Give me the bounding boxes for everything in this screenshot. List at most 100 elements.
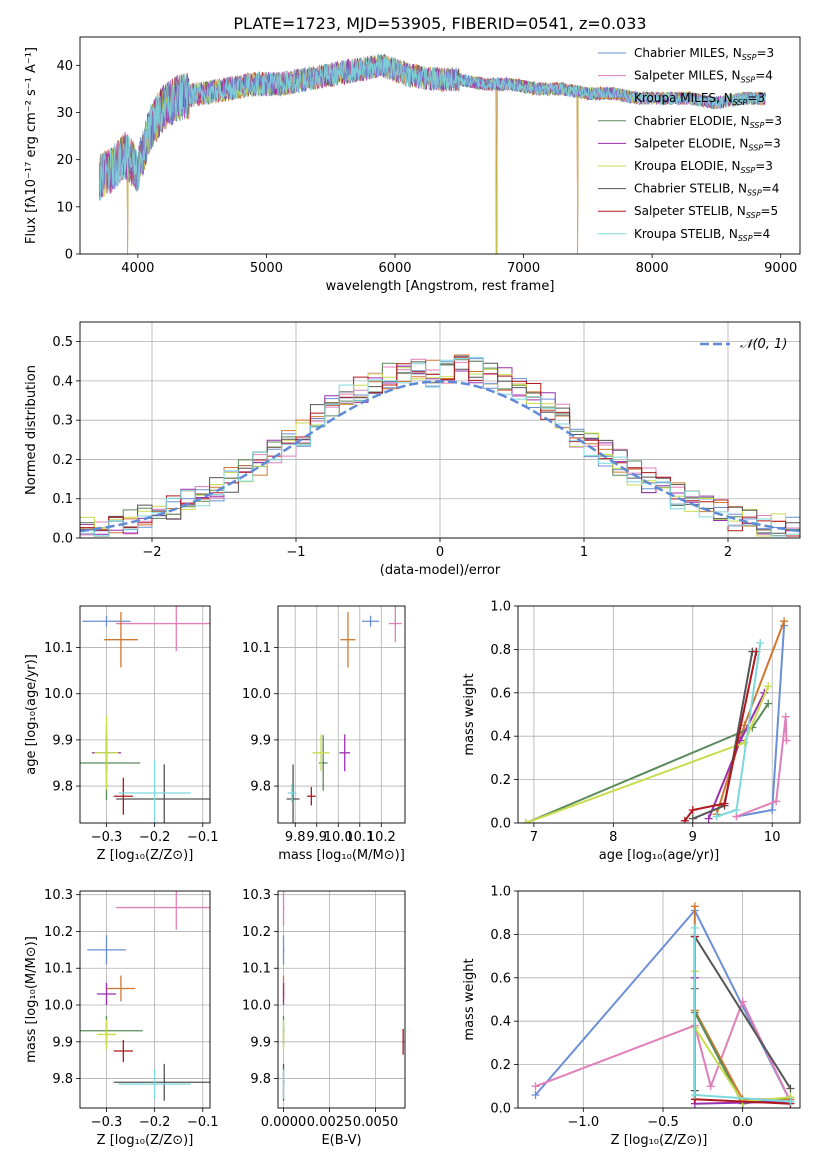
panel-age-vs-Z: −0.3 −0.2 −0.1 9.8 9.9 10.0 10.1 Z [log₁₀(Z/Z⊙)… bbox=[24, 605, 219, 863]
y-tick-label: 10.0 bbox=[44, 999, 73, 1014]
x-tick-label: 2 bbox=[724, 545, 732, 560]
marker bbox=[690, 902, 699, 911]
x-tick-label: 0.0 bbox=[732, 1115, 753, 1130]
legend-label: Salpeter STELIB, NSSP=5 bbox=[634, 204, 778, 220]
y-tick-label: 20 bbox=[56, 153, 73, 168]
y-tick-label: 0.0 bbox=[490, 817, 511, 832]
x-tick-label: −0.1 bbox=[187, 1115, 219, 1130]
x-tick-label: −0.3 bbox=[91, 1115, 123, 1130]
legend-label: Kroupa STELIB, NSSP=4 bbox=[634, 227, 770, 243]
y-tick-label: 0.1 bbox=[52, 492, 73, 507]
x-axis-label: Z [log₁₀(Z/Z⊙)] bbox=[611, 1133, 708, 1148]
y-tick-label: 0.6 bbox=[490, 686, 511, 701]
mass-weight-line bbox=[736, 716, 788, 818]
marker bbox=[706, 1082, 715, 1091]
x-axis-label: wavelength [Angstrom, rest frame] bbox=[326, 279, 555, 294]
y-tick-label: 10.2 bbox=[242, 925, 271, 940]
marker bbox=[738, 997, 747, 1006]
marker bbox=[782, 736, 791, 745]
panel-spectrum: 4000 5000 6000 7000 8000 9000 0 10 20 30 40 wavelen… bbox=[24, 36, 801, 294]
x-tick-label: 0.0050 bbox=[353, 1115, 399, 1130]
plot-area bbox=[80, 891, 210, 1101]
x-axis-label: E(B-V) bbox=[321, 1133, 361, 1148]
x-axis-label: Z [log₁₀(Z/Z⊙)] bbox=[97, 848, 194, 863]
marker bbox=[531, 1090, 540, 1099]
marker bbox=[786, 1084, 795, 1093]
y-axis-label: mass [log₁₀(M/M⊙)] bbox=[24, 936, 39, 1063]
y-tick-label: 9.8 bbox=[250, 780, 271, 795]
marker bbox=[521, 819, 530, 823]
legend-label: Chabrier ELODIE, NSSP=3 bbox=[634, 114, 782, 130]
x-tick-label: 10.2 bbox=[367, 830, 396, 845]
y-tick-label: 0.4 bbox=[52, 374, 73, 389]
x-tick-label: 7 bbox=[530, 830, 538, 845]
x-tick-label: −0.5 bbox=[647, 1115, 679, 1130]
axes-frame bbox=[517, 890, 801, 1109]
marker bbox=[712, 812, 721, 821]
y-tick-label: 9.9 bbox=[52, 733, 73, 748]
x-axis-label: age [log₁₀(age/yr)] bbox=[599, 848, 720, 863]
marker bbox=[780, 617, 789, 626]
plot-area bbox=[521, 617, 791, 823]
x-tick-label: 10.0 bbox=[324, 830, 353, 845]
y-axis-label: age [log₁₀(age/yr)] bbox=[24, 654, 39, 775]
panel-mass-vs-Z: −0.3 −0.2 −0.1 9.8 9.9 10.0 10.1 10.2 10.3 Z [log… bbox=[24, 888, 219, 1148]
legend-label: Chabrier STELIB, NSSP=4 bbox=[634, 182, 779, 198]
plot-area bbox=[80, 354, 800, 537]
x-tick-label: 5000 bbox=[250, 261, 283, 276]
y-tick-label: 9.9 bbox=[250, 733, 271, 748]
x-tick-label: 7000 bbox=[507, 261, 540, 276]
x-axis-label: (data-model)/error bbox=[380, 563, 501, 578]
y-tick-label: 9.8 bbox=[250, 1072, 271, 1087]
axes-frame bbox=[277, 605, 406, 824]
x-tick-label: 0.0025 bbox=[307, 1115, 353, 1130]
plot-area bbox=[98, 53, 766, 254]
x-axis-label: Z [log₁₀(Z/Z⊙)] bbox=[97, 1133, 194, 1148]
marker bbox=[732, 805, 741, 814]
y-tick-label: 0 bbox=[65, 248, 73, 263]
y-tick-label: 10.1 bbox=[44, 962, 73, 977]
marker bbox=[720, 799, 729, 808]
axes-frame bbox=[517, 605, 801, 824]
marker bbox=[688, 814, 697, 823]
axes-frame bbox=[79, 36, 801, 255]
y-tick-label: 0.8 bbox=[490, 928, 511, 943]
y-tick-label: 0.5 bbox=[52, 335, 73, 350]
marker bbox=[690, 923, 699, 932]
y-tick-label: 10.3 bbox=[44, 888, 73, 903]
y-tick-label: 0.8 bbox=[490, 643, 511, 658]
x-tick-label: 0.0000 bbox=[261, 1115, 307, 1130]
y-tick-label: 9.8 bbox=[52, 780, 73, 795]
y-axis-label: Flux [fλ10⁻¹⁷ erg cm⁻² s⁻¹ A⁻¹] bbox=[24, 47, 39, 244]
x-tick-label: 10.1 bbox=[345, 830, 374, 845]
x-tick-label: 9 bbox=[689, 830, 697, 845]
x-tick-label: −0.2 bbox=[139, 1115, 171, 1130]
mass-weight-line bbox=[525, 685, 770, 823]
y-tick-label: 9.9 bbox=[250, 1035, 271, 1050]
y-tick-label: 10.0 bbox=[242, 687, 271, 702]
figure-title: PLATE=1723, MJD=53905, FIBERID=0541, z=0… bbox=[233, 14, 646, 33]
x-tick-label: −1 bbox=[286, 545, 305, 560]
plot-area bbox=[80, 606, 210, 823]
y-axis-label: mass weight bbox=[462, 958, 477, 1040]
x-tick-label: −0.2 bbox=[139, 830, 171, 845]
legend: 𝒩(0, 1) bbox=[700, 337, 787, 352]
y-tick-label: 1.0 bbox=[490, 600, 511, 615]
normal-curve bbox=[80, 380, 800, 533]
marker bbox=[786, 1097, 795, 1106]
y-tick-label: 10.1 bbox=[242, 641, 271, 656]
x-tick-label: 8 bbox=[609, 830, 617, 845]
mass-weight-line bbox=[683, 651, 758, 822]
y-tick-label: 10.2 bbox=[44, 925, 73, 940]
x-tick-label: 0 bbox=[436, 545, 444, 560]
legend-label: 𝒩(0, 1) bbox=[740, 337, 787, 352]
y-tick-label: 0.0 bbox=[490, 1102, 511, 1117]
x-tick-label: 9000 bbox=[764, 261, 797, 276]
marker bbox=[704, 814, 713, 823]
x-tick-label: −0.1 bbox=[187, 830, 219, 845]
legend-label: Kroupa MILES, NSSP=3 bbox=[634, 91, 765, 107]
y-tick-label: 10.0 bbox=[44, 687, 73, 702]
x-tick-label: 6000 bbox=[378, 261, 411, 276]
y-tick-label: 9.9 bbox=[52, 1035, 73, 1050]
